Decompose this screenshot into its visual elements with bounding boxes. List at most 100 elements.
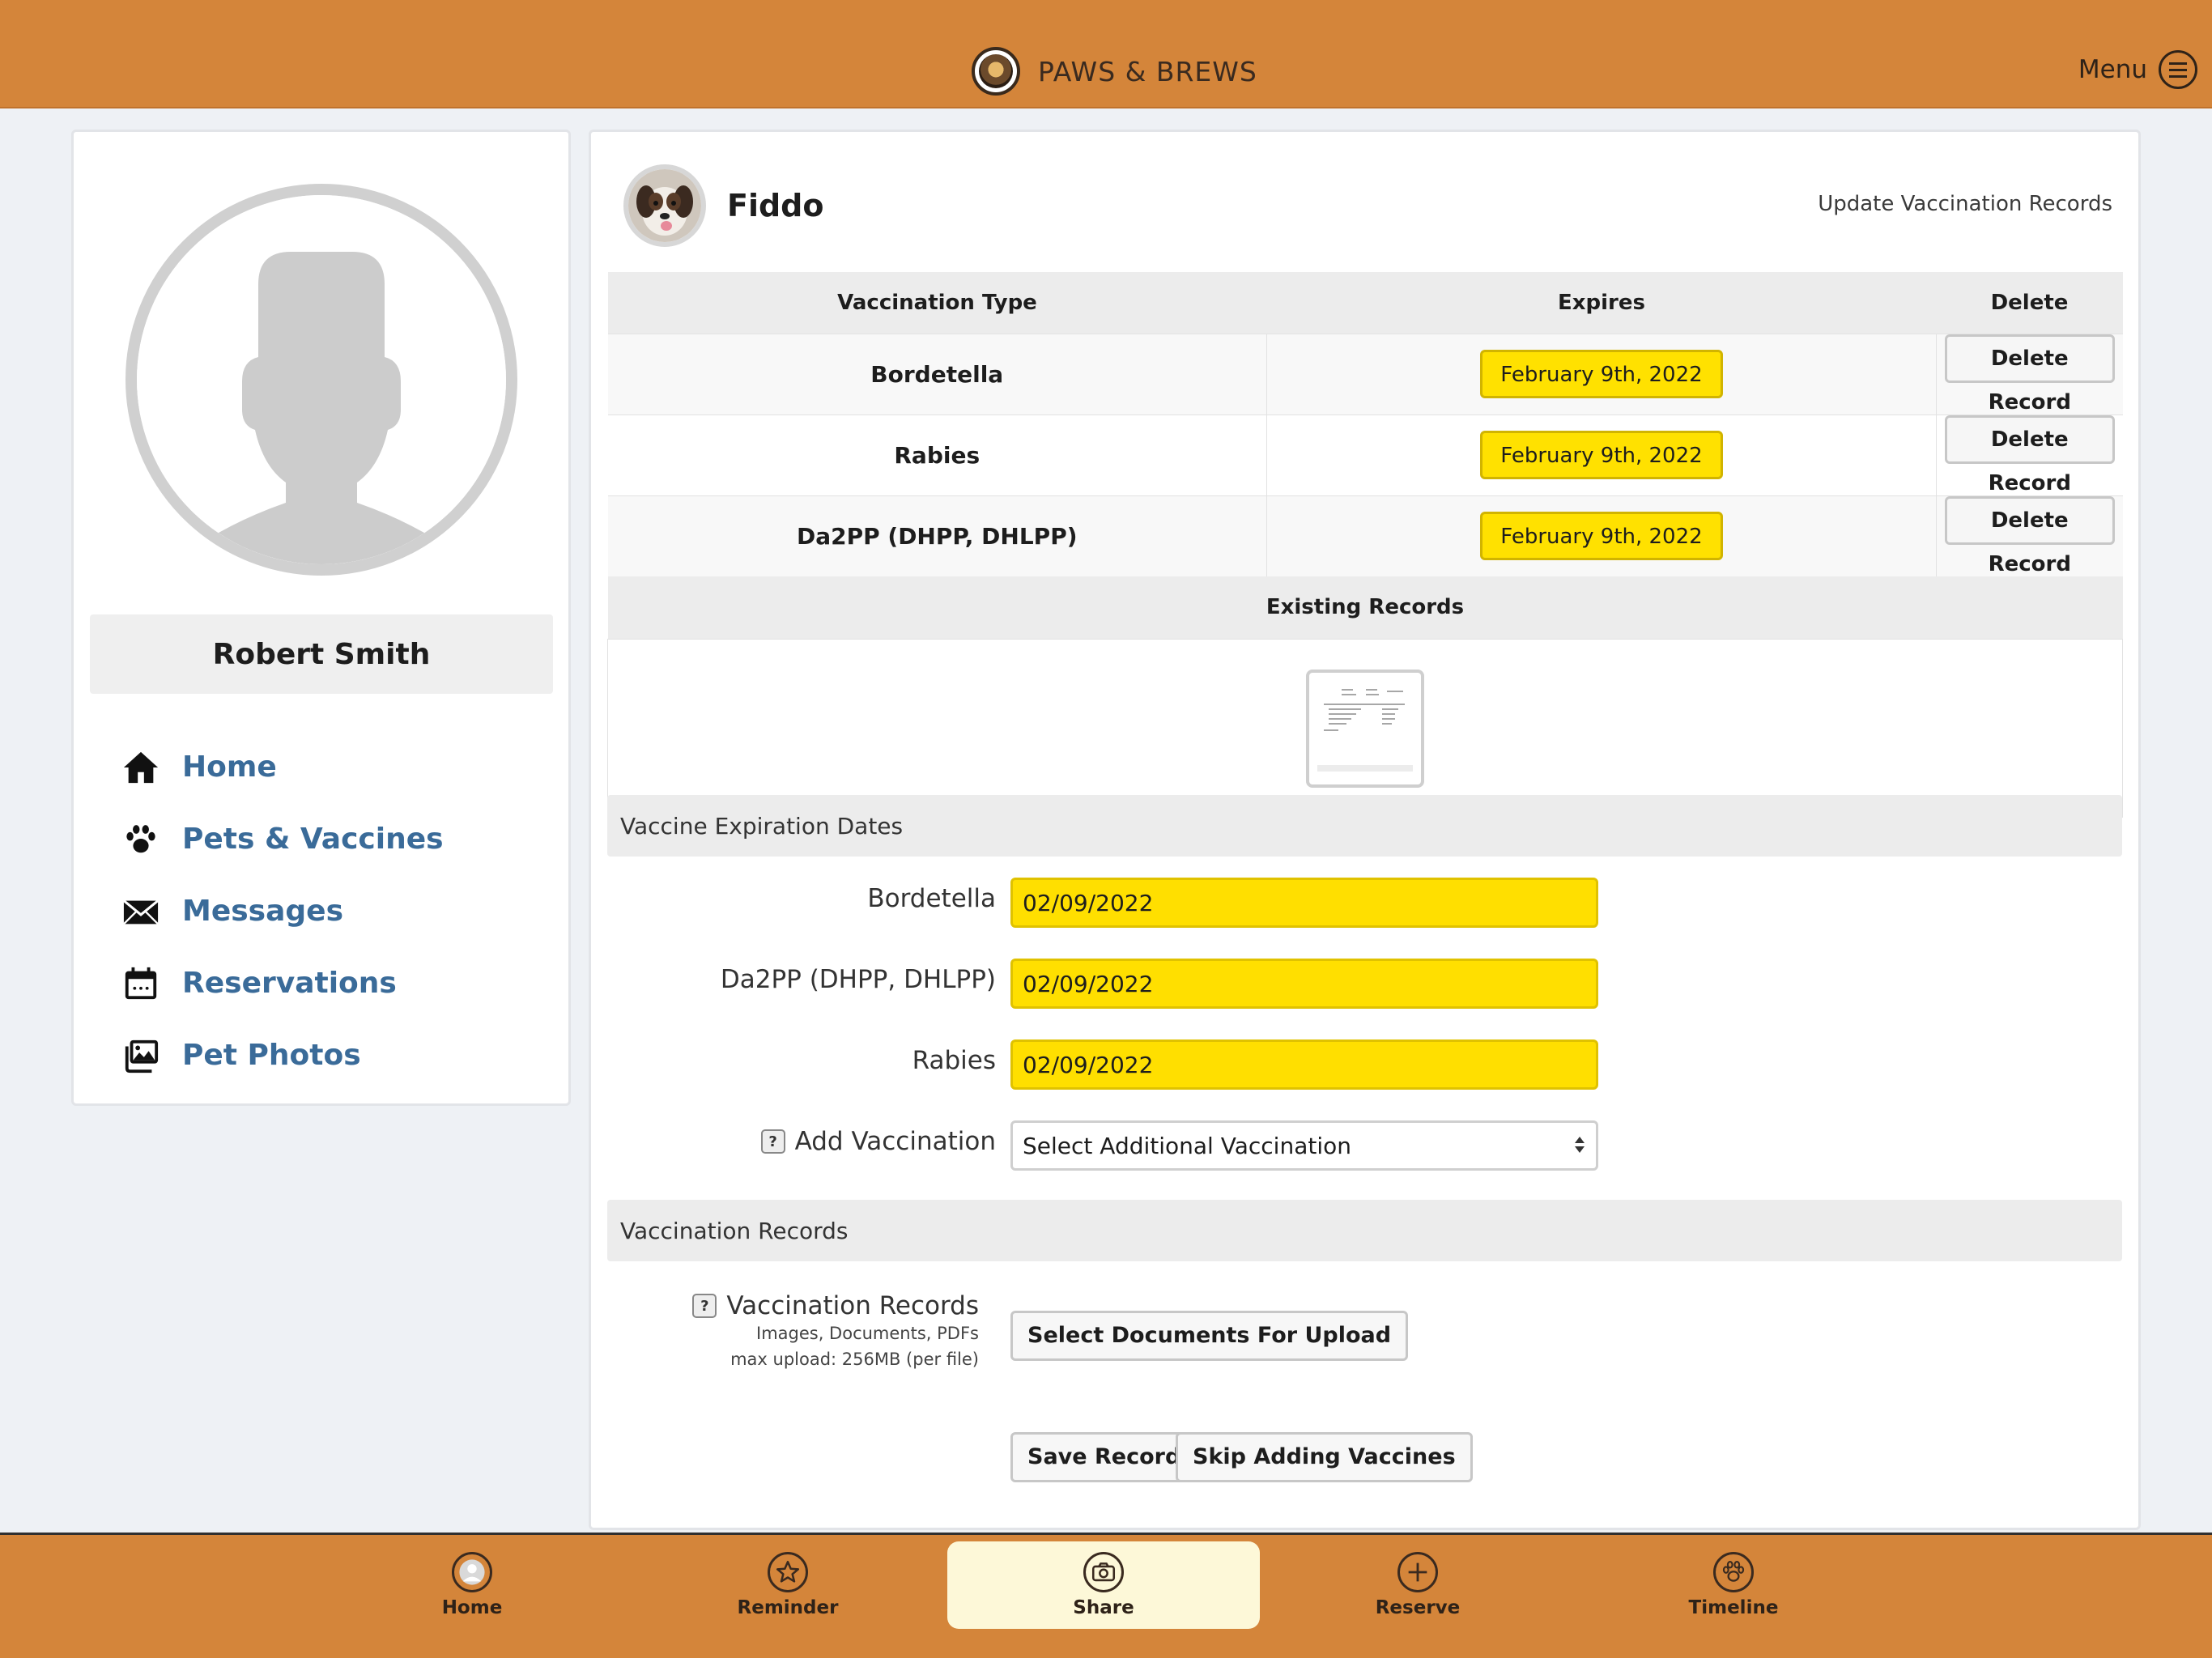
table-header-row: Vaccination Type Expires Delete: [607, 272, 2123, 334]
existing-records-header-row: Existing Records: [607, 576, 2123, 640]
tab-home[interactable]: Home: [316, 1541, 628, 1629]
paw-icon: [122, 821, 160, 858]
sidebar-item-label: Reservations: [182, 967, 397, 1000]
column-header-type: Vaccination Type: [607, 272, 1267, 334]
plus-icon: [1397, 1552, 1438, 1592]
section-vaccine-expiration-dates: Vaccine Expiration Dates: [607, 795, 2122, 857]
expiration-row: Rabies: [607, 1039, 2122, 1090]
pet-header: Fiddo: [623, 164, 824, 247]
save-record-button[interactable]: Save Record: [1010, 1432, 1198, 1482]
document-thumbnail[interactable]: [1306, 669, 1424, 788]
field-label: Rabies: [912, 1046, 996, 1075]
vaccination-type: Da2PP (DHPP, DHLPP): [607, 495, 1267, 576]
envelope-icon: [122, 893, 160, 930]
select-caret-icon: [1575, 1137, 1585, 1153]
home-icon: [122, 749, 160, 786]
dog-photo-icon: [628, 169, 701, 242]
expiry-date-badge: February 9th, 2022: [1480, 431, 1723, 479]
records-label: Vaccination Records: [726, 1291, 979, 1320]
delete-cell: Delete Record: [1936, 333, 2123, 414]
expires-cell: February 9th, 2022: [1266, 414, 1937, 495]
vaccination-table: Vaccination Type Expires Delete Bordetel…: [607, 272, 2123, 818]
brand[interactable]: PAWS & BREWS: [972, 45, 1257, 97]
main-card: Fiddo Update Vaccination Records Vaccina…: [589, 130, 2141, 1530]
expiration-row: Da2PP (DHPP, DHLPP): [607, 959, 2122, 1009]
existing-records-heading: Existing Records: [607, 576, 2123, 640]
pet-avatar: [623, 164, 706, 247]
camera-icon: [1083, 1552, 1124, 1592]
expires-cell: February 9th, 2022: [1266, 495, 1937, 576]
table-row: Rabies February 9th, 2022 Delete Record: [607, 414, 2123, 495]
delete-record-button[interactable]: Delete Record: [1944, 495, 2115, 576]
delete-cell: Delete Record: [1936, 495, 2123, 576]
hamburger-icon: [2159, 50, 2197, 89]
tab-label: Share: [1073, 1597, 1134, 1618]
sidebar-item-home[interactable]: Home: [122, 731, 444, 803]
vaccination-type: Rabies: [607, 414, 1267, 495]
expires-cell: February 9th, 2022: [1266, 333, 1937, 414]
profile-icon: [452, 1552, 492, 1592]
da2pp-date-field[interactable]: [1010, 959, 1598, 1009]
brand-name: PAWS & BREWS: [1038, 55, 1257, 87]
tab-reminder[interactable]: Reminder: [632, 1541, 944, 1629]
expiration-row: Bordetella: [607, 878, 2122, 928]
records-label-line: ? Vaccination Records: [692, 1291, 979, 1320]
tab-label: Reserve: [1375, 1597, 1461, 1618]
field-label: Bordetella: [867, 884, 996, 913]
add-vaccination-label: Add Vaccination: [794, 1127, 996, 1156]
add-vaccination-select[interactable]: Select Additional Vaccination: [1010, 1120, 1598, 1171]
existing-records-row: [607, 639, 2123, 818]
bordetella-date-field[interactable]: [1010, 878, 1598, 928]
delete-record-button[interactable]: Delete Record: [1944, 414, 2115, 495]
upload-hint-size: max upload: 256MB (per file): [730, 1350, 979, 1369]
pet-name: Fiddo: [727, 188, 824, 223]
column-header-delete: Delete: [1936, 272, 2123, 334]
sidebar-item-label: Pet Photos: [182, 1039, 361, 1072]
sidebar-item-label: Pets & Vaccines: [182, 823, 444, 856]
update-vaccination-records-link[interactable]: Update Vaccination Records: [1818, 192, 2112, 216]
select-documents-button[interactable]: Select Documents For Upload: [1010, 1311, 1409, 1361]
sidebar: Robert Smith Home Pets & Vaccines Messag…: [71, 130, 571, 1106]
sidebar-item-label: Home: [182, 750, 277, 784]
sidebar-item-pet-photos[interactable]: Pet Photos: [122, 1019, 444, 1091]
top-bar: PAWS & BREWS Menu: [0, 0, 2212, 108]
avatar: [125, 184, 517, 576]
tab-label: Reminder: [737, 1597, 839, 1618]
rabies-date-field[interactable]: [1010, 1039, 1598, 1090]
records-label-block: ? Vaccination Records Images, Documents,…: [692, 1291, 979, 1372]
sidebar-item-messages[interactable]: Messages: [122, 875, 444, 947]
calendar-icon: [122, 965, 160, 1002]
skip-adding-vaccines-button[interactable]: Skip Adding Vaccines: [1176, 1432, 1473, 1482]
field-label: Da2PP (DHPP, DHLPP): [720, 965, 996, 994]
menu-button[interactable]: Menu: [2078, 50, 2197, 89]
add-vaccination-row: ? Add Vaccination Select Additional Vacc…: [607, 1120, 2122, 1171]
delete-record-button[interactable]: Delete Record: [1944, 334, 2115, 414]
tab-label: Timeline: [1688, 1597, 1779, 1618]
tab-timeline[interactable]: Timeline: [1577, 1541, 1890, 1629]
sidebar-item-reservations[interactable]: Reservations: [122, 947, 444, 1019]
expiry-date-badge: February 9th, 2022: [1480, 350, 1723, 398]
expiry-date-badge: February 9th, 2022: [1480, 512, 1723, 560]
logo-icon: [972, 47, 1020, 96]
table-row: Bordetella February 9th, 2022 Delete Rec…: [607, 333, 2123, 414]
vaccination-type: Bordetella: [607, 333, 1267, 414]
select-value: Select Additional Vaccination: [1023, 1132, 1351, 1159]
star-icon: [768, 1552, 808, 1592]
tab-label: Home: [441, 1597, 503, 1618]
delete-cell: Delete Record: [1936, 414, 2123, 495]
help-icon[interactable]: ?: [760, 1129, 785, 1154]
table-row: Da2PP (DHPP, DHLPP) February 9th, 2022 D…: [607, 495, 2123, 576]
section-vaccination-records: Vaccination Records: [607, 1200, 2122, 1261]
add-vaccination-label-wrap: ? Add Vaccination: [760, 1127, 996, 1156]
help-icon[interactable]: ?: [692, 1294, 717, 1318]
sidebar-nav: Home Pets & Vaccines Messages Reservatio…: [122, 731, 444, 1091]
tab-share[interactable]: Share: [947, 1541, 1260, 1629]
sidebar-item-pets-vaccines[interactable]: Pets & Vaccines: [122, 803, 444, 875]
paw-icon: [1713, 1552, 1754, 1592]
existing-records-cell: [607, 639, 2123, 818]
menu-label: Menu: [2078, 55, 2147, 84]
user-name: Robert Smith: [212, 637, 431, 671]
upload-hint-types: Images, Documents, PDFs: [756, 1324, 979, 1343]
user-silhouette-icon: [137, 195, 506, 564]
tab-reserve[interactable]: Reserve: [1261, 1541, 1574, 1629]
